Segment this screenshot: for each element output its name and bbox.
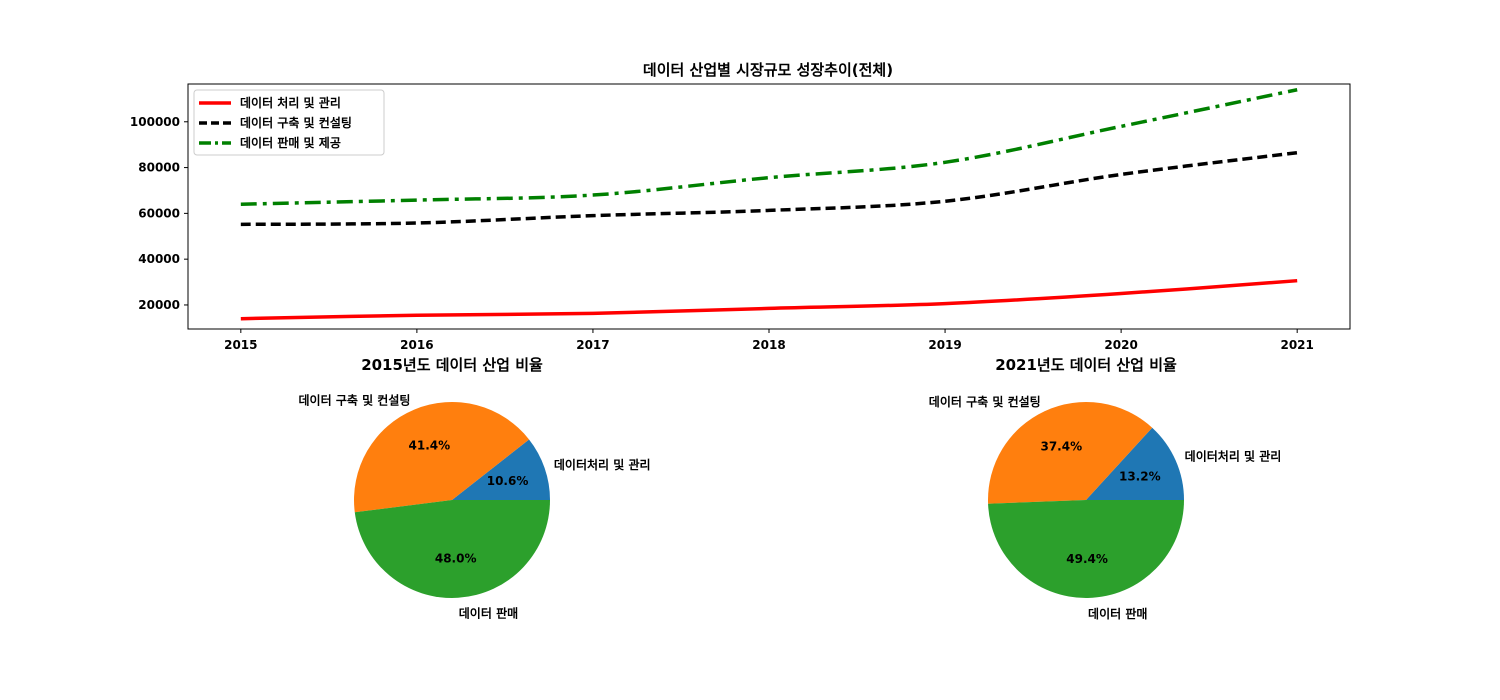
legend-label: 데이터 구축 및 컨설팅 xyxy=(240,115,352,130)
pie-pct-label: 41.4% xyxy=(409,439,451,453)
y-tick-label: 60000 xyxy=(138,206,180,220)
y-tick-label: 100000 xyxy=(130,115,180,129)
pie-slice-label: 데이터처리 및 관리 xyxy=(554,457,651,472)
pie-chart-2015: 2015년도 데이터 산업 비율 10.6% 데이터처리 및 관리 41.4% 데이터… xyxy=(299,356,651,621)
line-chart: 데이터 산업별 시장규모 성장추이(전체) 2015 2016 2017 2018 20… xyxy=(130,61,1351,352)
series-line xyxy=(240,150,1298,227)
pie-slice xyxy=(988,401,1153,504)
x-tick-label: 2020 xyxy=(1104,338,1137,352)
pie-2015-title: 2015년도 데이터 산업 비율 xyxy=(361,356,543,374)
pie-pct-label: 13.2% xyxy=(1119,469,1161,483)
series-lines xyxy=(240,88,1298,321)
pie-pct-label: 37.4% xyxy=(1040,440,1082,454)
pie-slice xyxy=(452,439,550,500)
pie-slice-label: 데이터처리 및 관리 xyxy=(1185,449,1282,464)
pie-2021-slices: 13.2% 데이터처리 및 관리 37.4% 데이터 구축 및 컨설팅 49.4% 데이터… xyxy=(929,394,1282,621)
x-tick-label: 2016 xyxy=(400,338,433,352)
y-tick-label: 80000 xyxy=(138,161,180,175)
legend-label: 데이터 판매 및 제공 xyxy=(240,135,341,150)
x-tick-label: 2019 xyxy=(928,338,961,352)
pie-slice xyxy=(354,500,550,598)
x-tick-label: 2018 xyxy=(752,338,785,352)
y-tick-label: 20000 xyxy=(138,298,180,312)
x-axis: 2015 2016 2017 2018 2019 2020 2021 xyxy=(224,329,1314,352)
x-tick-label: 2021 xyxy=(1280,338,1313,352)
series-line xyxy=(240,278,1298,321)
legend-box xyxy=(193,89,385,156)
y-axis: 20000 40000 60000 80000 100000 xyxy=(130,115,188,312)
legend-label: 데이터 처리 및 관리 xyxy=(240,95,341,110)
pie-pct-label: 10.6% xyxy=(487,474,529,488)
y-tick-label: 40000 xyxy=(138,252,180,266)
line-chart-title: 데이터 산업별 시장규모 성장추이(전체) xyxy=(643,61,893,79)
pie-slice-label: 데이터 판매 xyxy=(459,606,518,621)
pie-slice-label: 데이터 판매 xyxy=(1088,606,1147,621)
x-tick-label: 2017 xyxy=(576,338,609,352)
x-tick-label: 2015 xyxy=(224,338,257,352)
pie-slice-label: 데이터 구축 및 컨설팅 xyxy=(929,394,1041,409)
pie-slice xyxy=(1086,427,1184,500)
pie-pct-label: 48.0% xyxy=(435,552,477,566)
pie-chart-2021: 2021년도 데이터 산업 비율 13.2% 데이터처리 및 관리 37.4% 데이터… xyxy=(929,356,1282,621)
pie-2015-slices: 10.6% 데이터처리 및 관리 41.4% 데이터 구축 및 컨설팅 48.0% 데이터… xyxy=(299,393,651,621)
pie-pct-label: 49.4% xyxy=(1066,552,1108,566)
pie-slice xyxy=(354,402,530,513)
pie-slice xyxy=(988,500,1184,599)
pie-2021-title: 2021년도 데이터 산업 비율 xyxy=(995,356,1177,374)
pie-slice-label: 데이터 구축 및 컨설팅 xyxy=(299,393,411,408)
